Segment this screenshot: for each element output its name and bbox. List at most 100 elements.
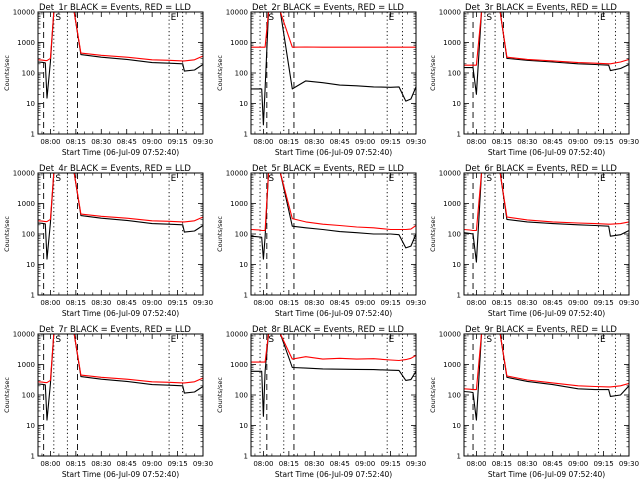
x-tick-label: 08:00 <box>40 299 60 307</box>
y-tick-label: 10000 <box>13 331 35 339</box>
x-tick-label: 09:00 <box>568 460 588 468</box>
plot-frame <box>250 172 417 296</box>
x-tick-label: 08:15 <box>492 460 512 468</box>
x-tick-label: 08:00 <box>253 299 273 307</box>
x-tick-label: 08:45 <box>543 299 563 307</box>
x-tick-label: 09:15 <box>167 299 187 307</box>
x-tick-label: 08:30 <box>91 460 111 468</box>
y-tick-label: 100 <box>22 392 35 400</box>
marker-label: S <box>268 13 274 23</box>
y-tick-label: 100 <box>22 70 35 78</box>
x-tick-label: 09:15 <box>380 299 400 307</box>
x-tick-label: 09:00 <box>142 460 162 468</box>
x-tick-label: 08:15 <box>66 460 86 468</box>
x-tick-label: 08:45 <box>117 138 137 146</box>
y-tick-label: 10 <box>239 261 248 269</box>
plot-data <box>38 334 203 421</box>
panel-title: Det_8r BLACK = Events, RED = LLD <box>252 325 404 335</box>
y-tick-label: 10 <box>26 261 35 269</box>
marker-label: E <box>389 174 395 184</box>
y-tick-label: 1 <box>457 453 461 461</box>
x-tick-label: 08:45 <box>330 460 350 468</box>
plot-frame <box>37 172 204 296</box>
y-tick-label: 1 <box>31 292 35 300</box>
panel-det-2r: Det_2r BLACK = Events, RED = LLD Counts/s… <box>216 3 426 157</box>
plot-frame <box>463 333 630 457</box>
y-tick-label: 10000 <box>13 170 35 178</box>
x-tick-label: 09:15 <box>167 460 187 468</box>
y-tick-label: 1 <box>244 292 248 300</box>
y-tick-label: 1000 <box>17 200 35 208</box>
y-tick-label: 10 <box>452 100 461 108</box>
series-line-lld <box>38 173 203 223</box>
series-line-events <box>464 12 629 95</box>
x-tick-label: 08:00 <box>253 138 273 146</box>
y-tick-label: 100 <box>235 70 248 78</box>
plot-data <box>251 12 416 126</box>
panel-title: Det_4r BLACK = Events, RED = LLD <box>39 164 191 174</box>
x-tick-label: 08:30 <box>304 299 324 307</box>
y-tick-label: 10 <box>26 100 35 108</box>
x-tick-label: 09:30 <box>619 138 639 146</box>
y-tick-label: 10000 <box>439 170 461 178</box>
x-tick-label: 08:45 <box>117 460 137 468</box>
series-line-lld <box>464 334 629 391</box>
plot-data <box>251 173 416 260</box>
series-line-events <box>464 173 629 263</box>
plot-frame <box>463 172 630 296</box>
marker-label: E <box>171 13 177 23</box>
y-axis-label: Counts/sec <box>3 55 11 91</box>
x-tick-label: 08:00 <box>466 299 486 307</box>
panel-title: Det_5r BLACK = Events, RED = LLD <box>252 164 404 174</box>
x-tick-label: 09:00 <box>355 299 375 307</box>
y-tick-label: 10000 <box>13 9 35 17</box>
series-line-events <box>251 173 416 260</box>
x-tick-label: 09:00 <box>355 138 375 146</box>
series-line-events <box>38 12 203 99</box>
x-tick-label: 09:30 <box>406 460 426 468</box>
marker-label: S <box>268 335 274 345</box>
panel-title: Det_2r BLACK = Events, RED = LLD <box>252 3 404 13</box>
series-line-lld <box>464 12 629 66</box>
x-tick-label: 08:15 <box>492 138 512 146</box>
x-tick-label: 08:30 <box>517 138 537 146</box>
y-tick-label: 10000 <box>226 170 248 178</box>
y-axis-label: Counts/sec <box>216 55 224 91</box>
x-tick-label: 08:15 <box>66 299 86 307</box>
y-tick-label: 1000 <box>17 39 35 47</box>
marker-label: E <box>389 13 395 23</box>
x-tick-label: 09:30 <box>619 460 639 468</box>
y-tick-label: 10000 <box>439 331 461 339</box>
panel-det-6r: Det_6r BLACK = Events, RED = LLD Counts/s… <box>429 164 639 318</box>
y-tick-label: 1 <box>31 453 35 461</box>
plot-data <box>464 173 629 263</box>
x-axis-label: Start Time (06-Jul-09 07:52:40) <box>62 309 179 318</box>
x-tick-label: 09:30 <box>193 460 213 468</box>
plot-frame <box>250 333 417 457</box>
y-tick-label: 1000 <box>230 200 248 208</box>
plot-data <box>251 334 416 417</box>
x-tick-label: 08:30 <box>517 299 537 307</box>
marker-label: E <box>600 335 606 345</box>
y-axis-label: Counts/sec <box>3 377 11 413</box>
y-tick-label: 10000 <box>226 331 248 339</box>
series-line-events <box>38 334 203 421</box>
panel-title: Det_1r BLACK = Events, RED = LLD <box>39 3 191 13</box>
x-axis-label: Start Time (06-Jul-09 07:52:40) <box>488 309 605 318</box>
x-tick-label: 09:00 <box>568 299 588 307</box>
plot-data <box>38 173 203 260</box>
x-tick-label: 08:30 <box>91 138 111 146</box>
plot-data <box>38 12 203 99</box>
plot-frame <box>250 11 417 135</box>
x-tick-label: 08:00 <box>40 138 60 146</box>
series-line-lld <box>251 12 416 48</box>
y-tick-label: 100 <box>235 392 248 400</box>
y-axis-label: Counts/sec <box>429 55 437 91</box>
panel-det-7r: Det_7r BLACK = Events, RED = LLD Counts/s… <box>3 325 213 479</box>
y-tick-label: 100 <box>448 392 461 400</box>
x-axis-label: Start Time (06-Jul-09 07:52:40) <box>62 148 179 157</box>
y-tick-label: 1000 <box>443 200 461 208</box>
series-line-events <box>464 334 629 421</box>
x-tick-label: 08:15 <box>279 299 299 307</box>
